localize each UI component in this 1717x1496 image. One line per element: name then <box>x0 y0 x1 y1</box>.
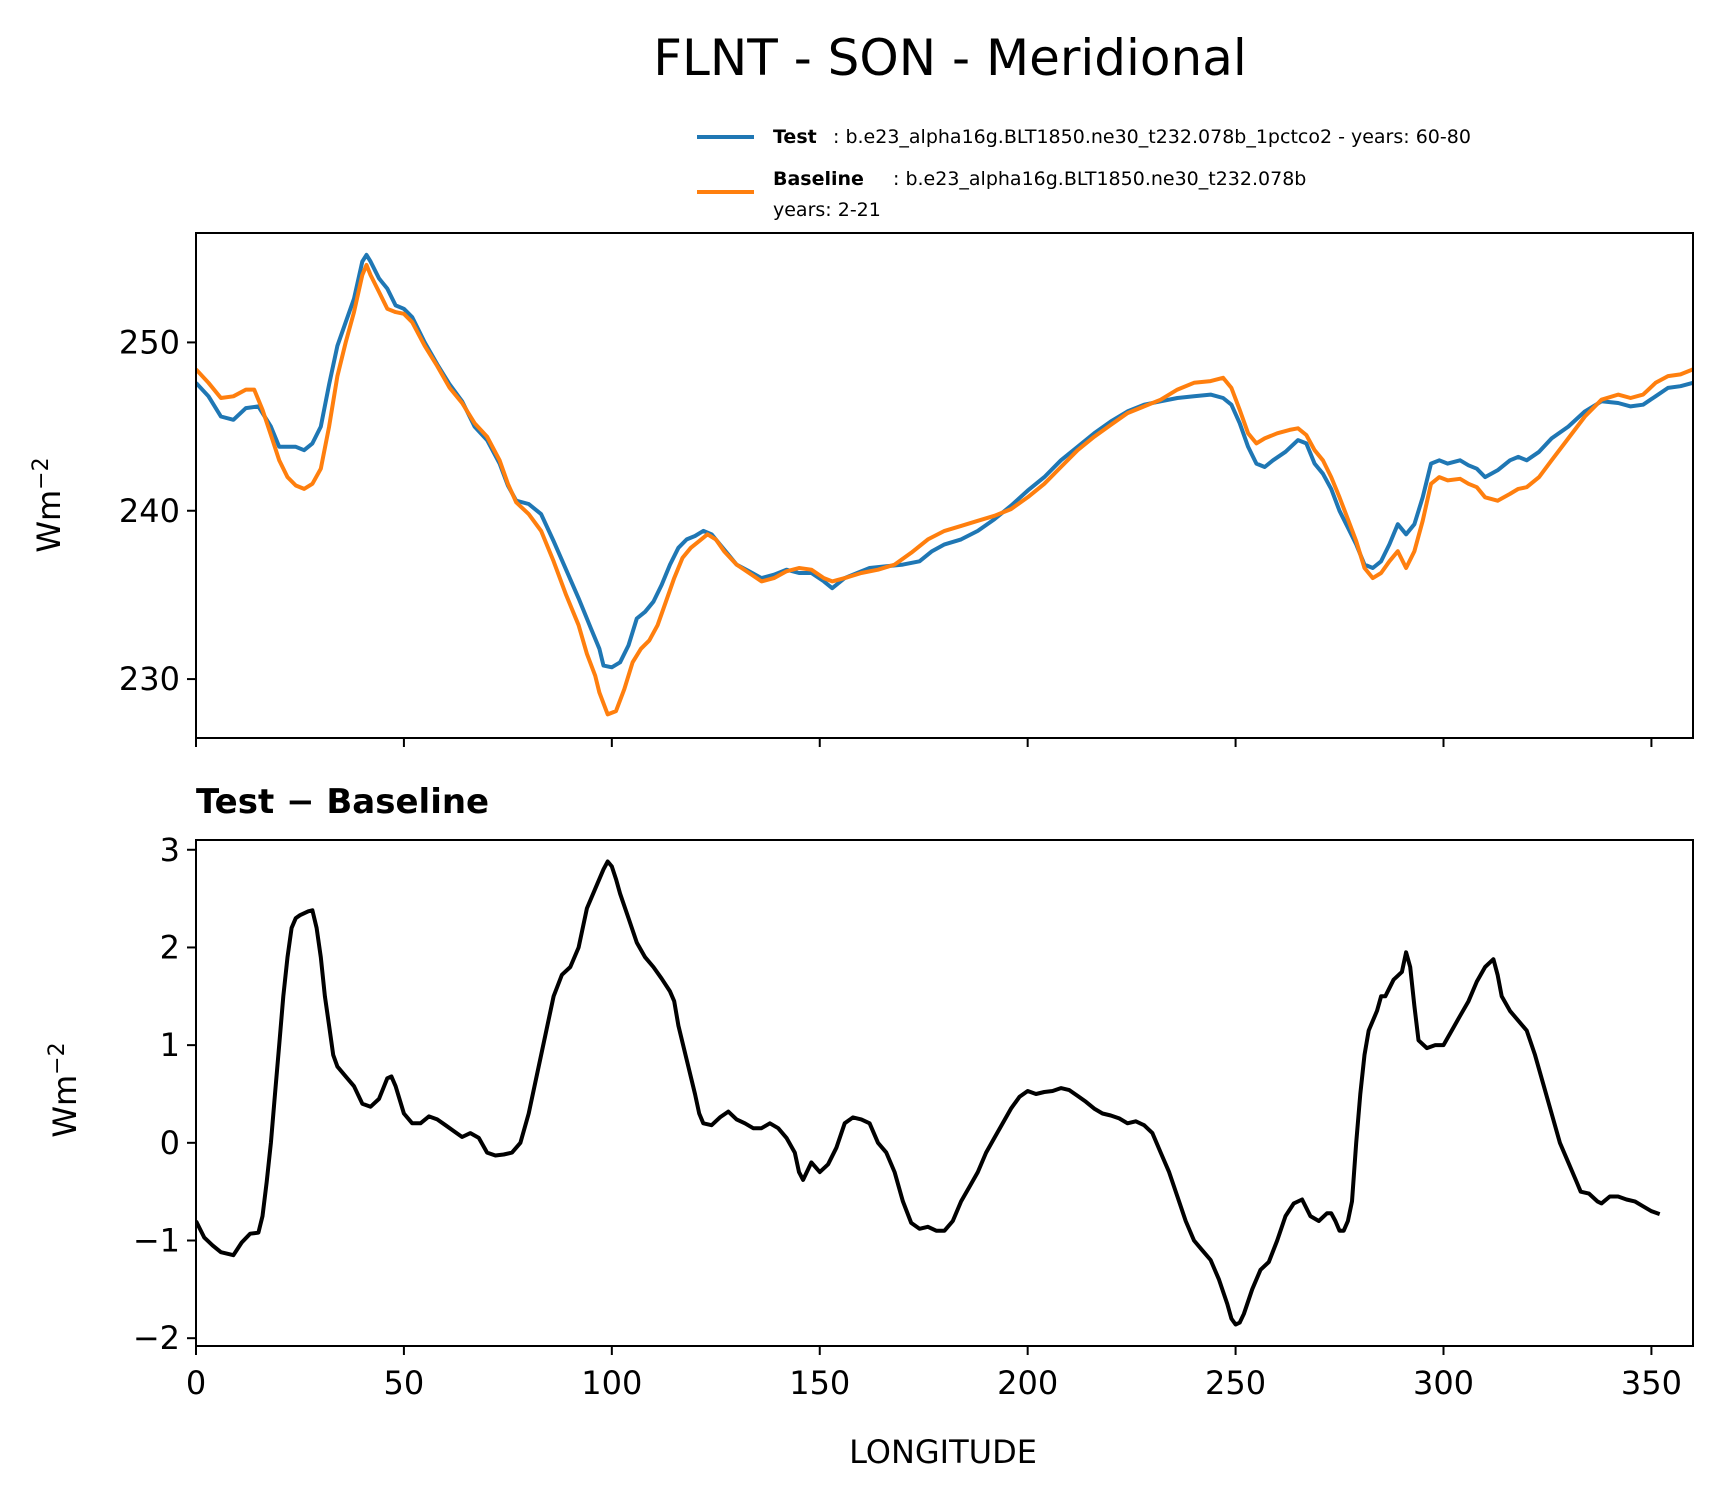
bottom-plot-frame <box>195 839 1694 1347</box>
legend: Test : b.e23_alpha16g.BLT1850.ne30_t232.… <box>697 126 1471 221</box>
x-axis-label: LONGITUDE <box>849 1433 1037 1471</box>
legend-baseline-label: Baseline <box>773 168 864 190</box>
bottom-xtick-label: 50 <box>384 1364 425 1402</box>
chart-title: FLNT - SON - Meridional <box>653 29 1247 87</box>
top-ytick-label: 240 <box>119 492 180 530</box>
bottom-xtick-label: 0 <box>186 1364 206 1402</box>
top-ylabel: Wm−2 <box>29 457 68 552</box>
bottom-xtick-label: 150 <box>789 1364 850 1402</box>
bottom-ytick-label: 0 <box>160 1124 180 1162</box>
bottom-panel: −2 −1 0 1 2 3 0 50 100 150 200 250 300 350 <box>133 831 1694 1402</box>
bottom-xtick-label: 350 <box>1621 1364 1682 1402</box>
legend-test-label: Test <box>773 126 817 148</box>
top-series-baseline-line <box>196 263 1693 717</box>
bottom-xtick-label: 300 <box>1413 1364 1474 1402</box>
legend-test-text: : b.e23_alpha16g.BLT1850.ne30_t232.078b_… <box>833 126 1471 148</box>
top-ytick-label: 250 <box>119 323 180 361</box>
top-ytick-label: 230 <box>119 660 180 698</box>
top-plot-frame <box>195 232 1694 739</box>
bottom-ytick-label: −2 <box>133 1319 180 1357</box>
legend-baseline-years: years: 2-21 <box>773 199 881 221</box>
bottom-ytick-label: 1 <box>160 1026 180 1064</box>
bottom-ylabel: Wm−2 <box>45 1042 84 1137</box>
bottom-ytick-label: 3 <box>160 831 180 869</box>
bottom-ytick-label: 2 <box>160 928 180 966</box>
bottom-series-difference-line <box>196 859 1661 1327</box>
diff-subtitle: Test − Baseline <box>196 782 489 822</box>
legend-baseline-text: : b.e23_alpha16g.BLT1850.ne30_t232.078b <box>893 168 1306 190</box>
bottom-xtick-label: 250 <box>1205 1364 1266 1402</box>
top-series-test-line <box>196 252 1693 670</box>
top-panel: 230 240 250 <box>119 232 1694 747</box>
bottom-xtick-label: 200 <box>997 1364 1058 1402</box>
bottom-ytick-label: −1 <box>133 1222 180 1260</box>
bottom-xtick-label: 100 <box>581 1364 642 1402</box>
